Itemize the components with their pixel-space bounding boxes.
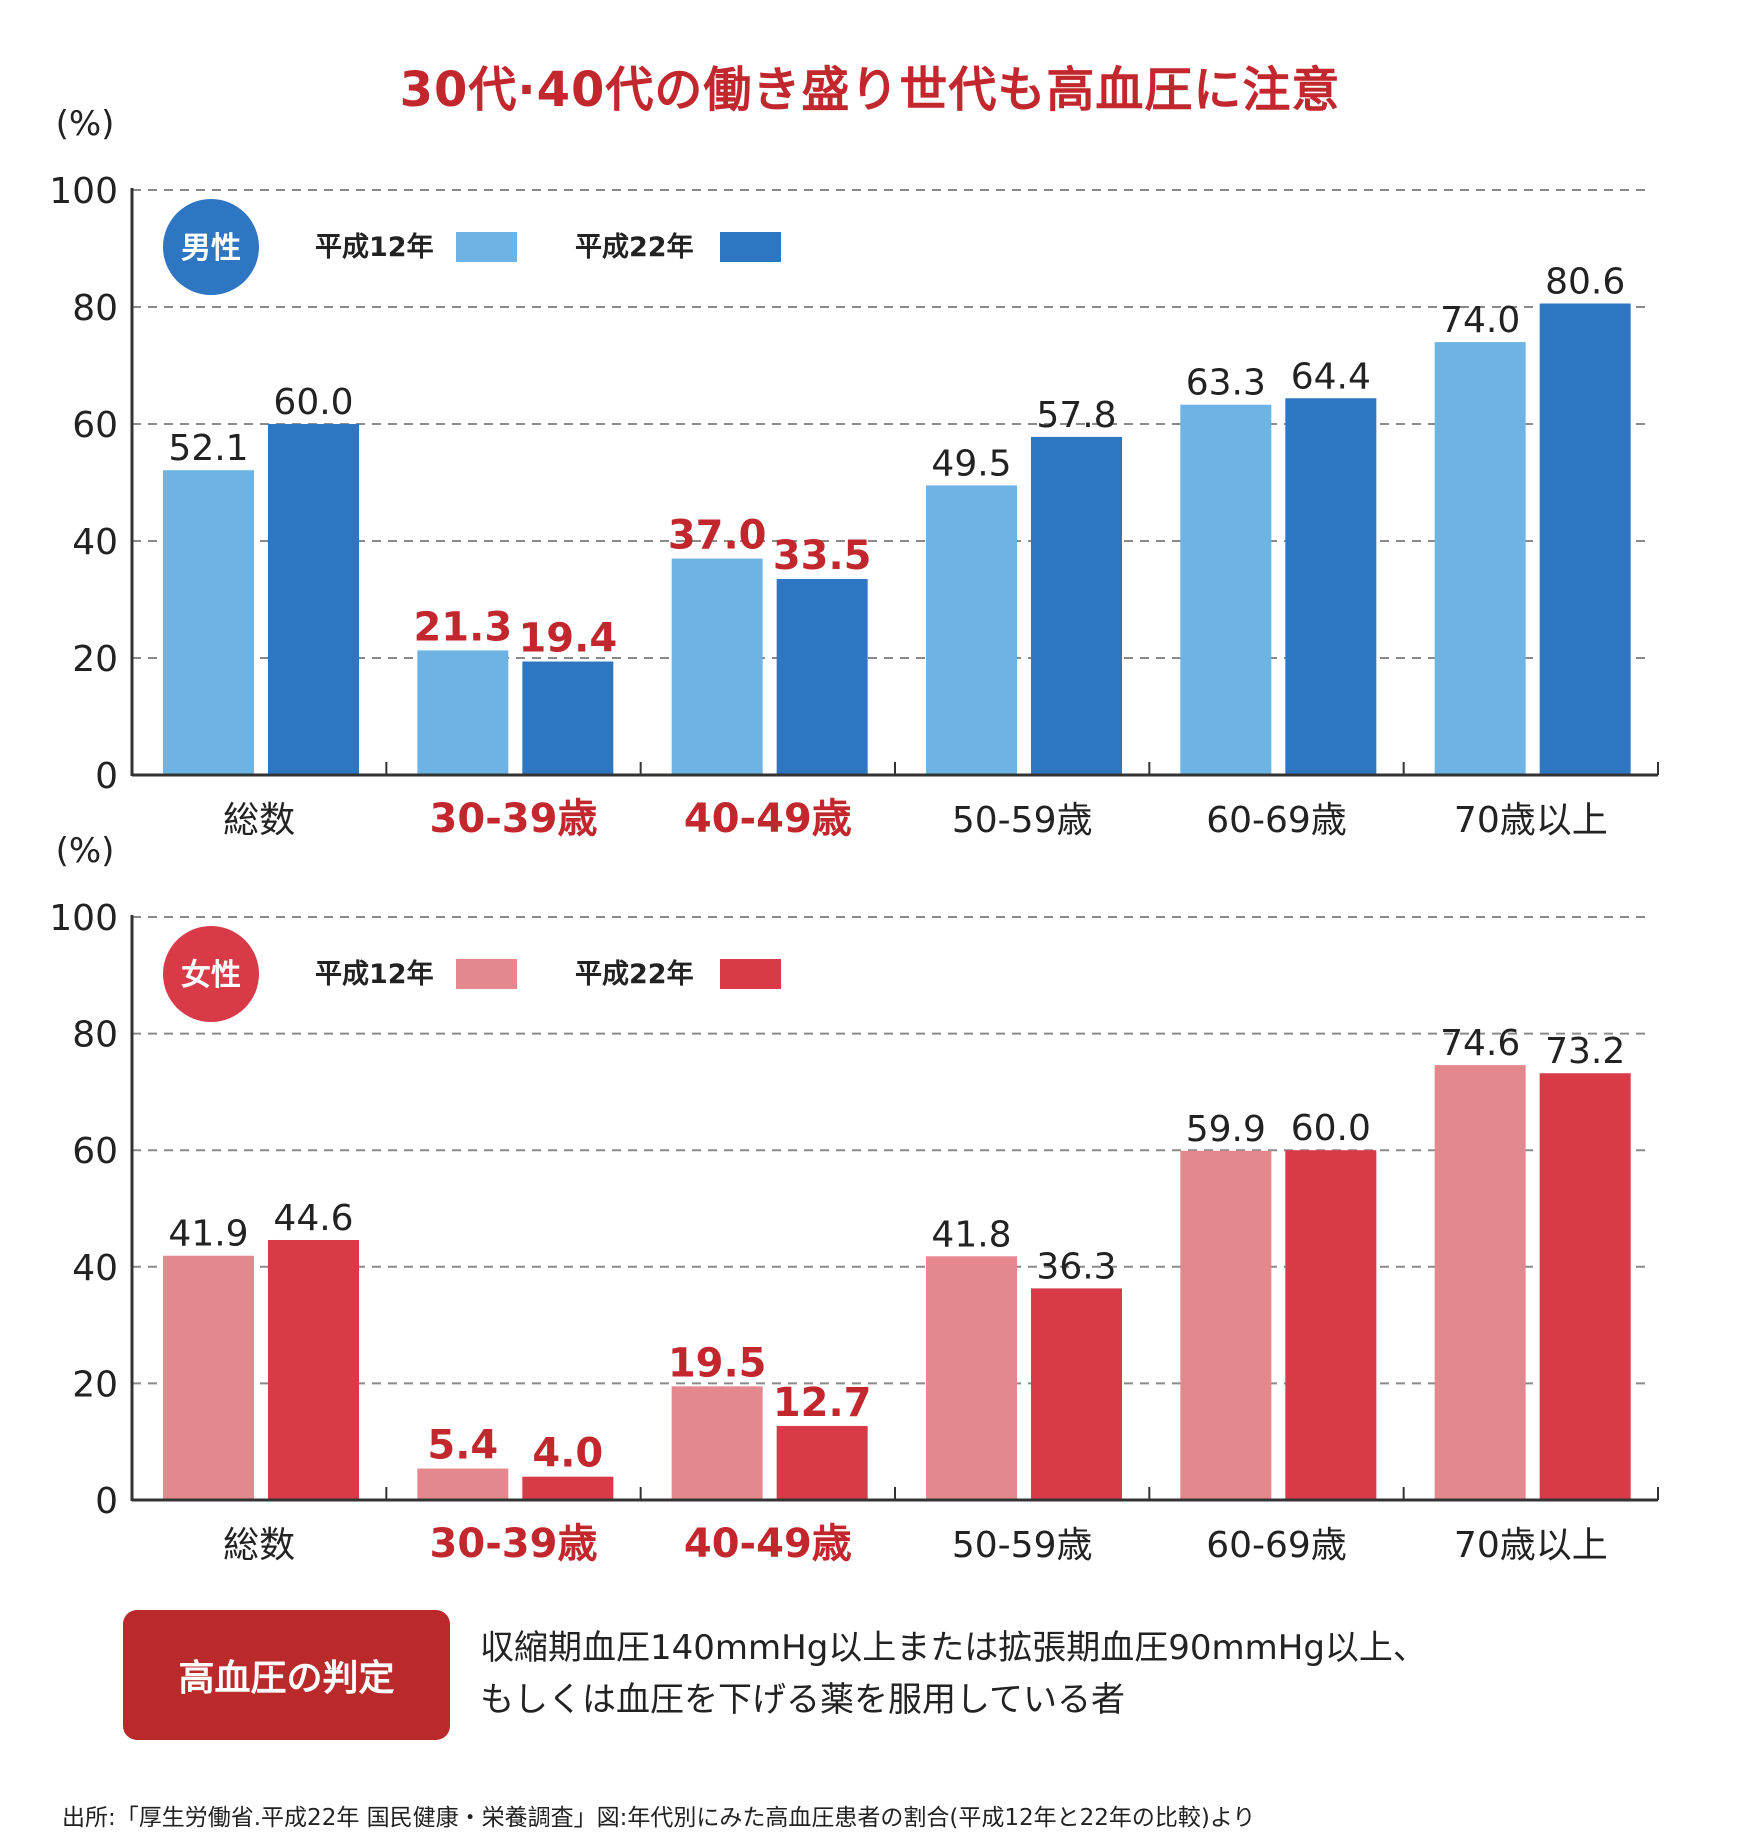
- criteria-line-2: もしくは血圧を下げる薬を服用している者: [480, 1680, 1125, 1720]
- y-tick-label: 100: [49, 898, 118, 939]
- bar-female-h12: [417, 1468, 509, 1500]
- bar-value-label: 44.6: [273, 1198, 353, 1239]
- x-category-label: 60-69歳: [1206, 1525, 1347, 1566]
- bar-male-h22: [1285, 398, 1377, 775]
- male-badge-label: 男性: [181, 231, 241, 266]
- y-tick-label: 20: [72, 639, 118, 680]
- x-category-label: 70歳以上: [1454, 1525, 1608, 1566]
- y-tick-label: 80: [72, 288, 118, 329]
- bar-male-h12: [671, 558, 763, 775]
- bar-value-label: 74.6: [1440, 1023, 1520, 1064]
- bar-female-h22: [1285, 1150, 1377, 1500]
- y-tick-label: 40: [72, 522, 118, 563]
- bar-value-label: 19.4: [518, 616, 617, 662]
- bar-value-label: 49.5: [931, 443, 1011, 484]
- x-category-label: 50-59歳: [952, 800, 1093, 841]
- bar-female-h22: [1539, 1073, 1631, 1500]
- bar-value-label: 64.4: [1291, 356, 1371, 397]
- source-note: 出所:「厚生労働省.平成22年 国民健康・栄養調査」図:年代別にみた高血圧患者の…: [62, 1805, 1256, 1831]
- bar-value-label: 12.7: [773, 1380, 872, 1426]
- legend-label: 平成12年: [315, 958, 434, 990]
- y-tick-label: 100: [49, 171, 118, 212]
- bar-male-h22: [1031, 436, 1122, 775]
- bar-female-h12: [926, 1256, 1017, 1500]
- bar-value-label: 57.8: [1036, 395, 1116, 436]
- bar-value-label: 52.1: [168, 428, 248, 469]
- bar-male-h12: [163, 470, 254, 775]
- bar-value-label: 41.8: [931, 1214, 1011, 1255]
- legend-swatch-h12: [456, 959, 517, 989]
- y-tick-label: 20: [72, 1364, 118, 1405]
- bar-male-h22: [776, 579, 868, 775]
- legend-label: 平成12年: [315, 231, 434, 263]
- y-axis-unit-label: (%): [56, 831, 115, 871]
- bar-female-h22: [1031, 1288, 1122, 1500]
- bar-male-h12: [417, 650, 509, 775]
- legend-label: 平成22年: [575, 958, 694, 990]
- bar-value-label: 4.0: [532, 1431, 603, 1477]
- criteria-label: 高血圧の判定: [178, 1658, 395, 1699]
- y-tick-label: 60: [72, 405, 118, 446]
- y-tick-label: 40: [72, 1248, 118, 1289]
- bar-value-label: 59.9: [1186, 1109, 1266, 1150]
- bar-male-h12: [926, 485, 1017, 775]
- female-badge-label: 女性: [181, 958, 241, 993]
- male-badge: [163, 199, 259, 295]
- legend-swatch-h22: [720, 959, 781, 989]
- legend-swatch-h12: [456, 232, 517, 262]
- legend-swatch-h22: [720, 232, 781, 262]
- bar-value-label: 41.9: [168, 1214, 248, 1255]
- bar-female-h12: [1434, 1065, 1526, 1500]
- bar-value-label: 21.3: [413, 604, 512, 650]
- bar-female-h22: [522, 1476, 614, 1500]
- criteria-description: 収縮期血圧140mmHg以上または拡張期血圧90mmHg以上、 もしくは血圧を下…: [480, 1622, 1427, 1726]
- y-tick-label: 60: [72, 1131, 118, 1172]
- y-tick-label: 80: [72, 1015, 118, 1056]
- bar-female-h12: [671, 1386, 763, 1500]
- bar-value-label: 37.0: [668, 513, 767, 559]
- x-category-label: 総数: [223, 1525, 295, 1566]
- bar-value-label: 60.0: [273, 382, 353, 423]
- bar-female-h12: [163, 1255, 254, 1500]
- bar-value-label: 73.2: [1545, 1031, 1625, 1072]
- x-category-label: 総数: [223, 800, 295, 841]
- page-title: 30代·40代の働き盛り世代も高血圧に注意: [399, 62, 1341, 118]
- bar-female-h22: [776, 1425, 868, 1500]
- bar-male-h12: [1180, 404, 1272, 775]
- y-tick-label: 0: [95, 756, 118, 797]
- bar-male-h22: [522, 661, 614, 775]
- bar-male-h12: [1434, 342, 1526, 775]
- bar-value-label: 74.0: [1440, 300, 1520, 341]
- bar-value-label: 5.4: [427, 1423, 498, 1469]
- bar-value-label: 36.3: [1036, 1246, 1116, 1287]
- bar-male-h22: [268, 424, 359, 775]
- x-category-label: 70歳以上: [1454, 800, 1608, 841]
- bar-female-h12: [1180, 1150, 1272, 1500]
- x-category-label: 50-59歳: [952, 1525, 1093, 1566]
- x-category-label: 30-39歳: [430, 1521, 598, 1567]
- legend-label: 平成22年: [575, 231, 694, 263]
- x-category-label: 30-39歳: [430, 796, 598, 842]
- bar-value-label: 80.6: [1545, 261, 1625, 302]
- female-badge: [163, 926, 259, 1022]
- x-category-label: 40-49歳: [684, 1521, 852, 1567]
- y-tick-label: 0: [95, 1481, 118, 1522]
- bar-value-label: 33.5: [773, 533, 872, 579]
- x-category-label: 60-69歳: [1206, 800, 1347, 841]
- bar-value-label: 60.0: [1291, 1108, 1371, 1149]
- bar-female-h22: [268, 1239, 359, 1500]
- bar-value-label: 19.5: [668, 1340, 767, 1386]
- criteria-line-1: 収縮期血圧140mmHg以上または拡張期血圧90mmHg以上、: [480, 1628, 1427, 1668]
- x-category-label: 40-49歳: [684, 796, 852, 842]
- bar-value-label: 63.3: [1186, 363, 1266, 404]
- y-axis-unit-label: (%): [56, 104, 115, 144]
- criteria-badge: 高血圧の判定: [123, 1610, 450, 1740]
- bar-male-h22: [1539, 303, 1631, 775]
